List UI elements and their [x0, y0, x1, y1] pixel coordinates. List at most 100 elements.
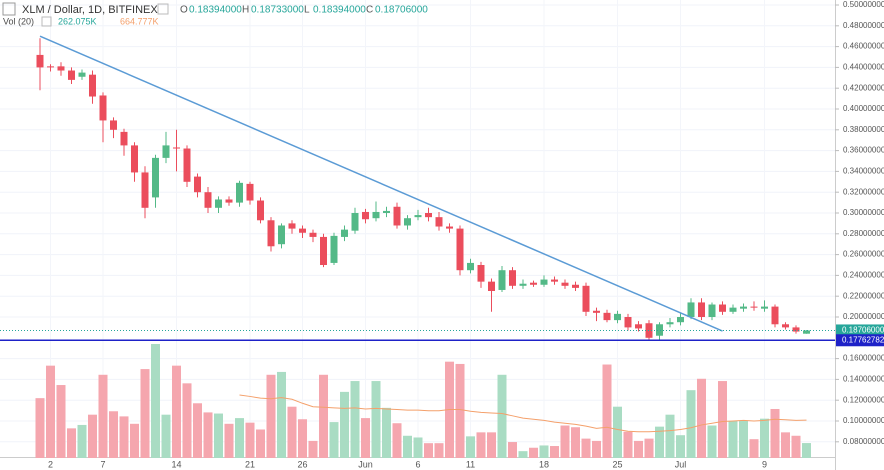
- candle-body: [498, 270, 506, 290]
- candle-body: [288, 223, 296, 229]
- volume-bar: [119, 416, 129, 458]
- volume-settings-icon[interactable]: [41, 16, 52, 27]
- volume-value: 262.075K: [58, 16, 97, 26]
- volume-bar: [644, 438, 654, 458]
- volume-bar: [214, 413, 223, 458]
- volume-bar: [539, 445, 549, 458]
- y-tick-label: 0.46000000: [843, 42, 884, 51]
- horizontal-line-box: [836, 334, 884, 347]
- volume-title: Vol (20): [3, 16, 34, 26]
- last-price-label: 0.18706000: [842, 326, 884, 335]
- candle-body: [708, 304, 716, 317]
- volume-bar: [319, 374, 328, 458]
- volume-bar: [224, 423, 234, 458]
- x-tick-label: 25: [612, 459, 622, 469]
- volume-bar: [686, 390, 696, 458]
- candle-body: [383, 210, 390, 213]
- volume-bar: [749, 439, 759, 458]
- candle-body: [593, 310, 600, 313]
- candle-body: [78, 72, 86, 77]
- y-tick-label: 0.44000000: [843, 63, 884, 72]
- legend-header: XLM / Dollar, 1D, BITFINEX O 0.18394000 H 0…: [2, 2, 428, 27]
- volume-bar: [98, 374, 108, 458]
- volume-bar: [560, 425, 570, 458]
- volume-bar: [109, 411, 118, 458]
- candle-body: [152, 157, 159, 198]
- volume-bar: [308, 440, 318, 458]
- volume-bar: [497, 374, 507, 458]
- candle-body: [425, 213, 432, 218]
- candle-body: [236, 182, 243, 203]
- volume-bar: [193, 403, 202, 458]
- candle-body: [47, 66, 54, 68]
- candle-body: [36, 54, 44, 68]
- candle-body: [635, 324, 642, 329]
- volume-bar: [88, 414, 97, 458]
- candle-layer: [36, 38, 810, 340]
- volume-bar: [781, 432, 790, 458]
- symbol-icon[interactable]: [2, 2, 16, 16]
- y-tick-label: 0.24000000: [843, 271, 884, 280]
- y-tick-label: 0.08000000: [843, 437, 884, 446]
- trendline: [39, 35, 723, 332]
- x-tick-label: 11: [466, 459, 475, 469]
- volume-bar: [392, 423, 402, 458]
- candle-body: [519, 283, 527, 286]
- volume-bar: [550, 446, 559, 458]
- y-tick-label: 0.22000000: [843, 291, 884, 300]
- x-tick-label: 6: [415, 459, 420, 469]
- volume-bar: [56, 385, 66, 458]
- volume-bar: [697, 378, 706, 458]
- candle-body: [687, 302, 695, 317]
- candle-body: [614, 313, 621, 321]
- volume-bar: [203, 412, 213, 458]
- candle-body: [299, 228, 306, 233]
- volume-bar: [739, 420, 748, 458]
- volume-bar: [277, 371, 286, 458]
- volume-bar: [403, 435, 412, 458]
- x-tick-label: 9: [762, 459, 767, 469]
- candle-body: [677, 317, 684, 323]
- candle-body: [782, 324, 789, 328]
- y-tick-label: 0.20000000: [843, 312, 884, 321]
- candle-body: [267, 220, 275, 247]
- candle-body: [761, 306, 768, 309]
- volume-bar: [571, 427, 580, 458]
- volume-bar: [529, 447, 538, 458]
- candle-body: [257, 200, 264, 221]
- horizontal-line-label: 0.17762782: [842, 335, 884, 344]
- volume-bar: [298, 419, 307, 458]
- volume-bar: [434, 443, 444, 458]
- ohlc-key: C: [366, 5, 373, 16]
- candle-body: [540, 279, 548, 285]
- candle-body: [488, 281, 495, 291]
- candle-body: [803, 330, 810, 334]
- volume-bar: [130, 423, 139, 458]
- y-tick-label: 0.50000000: [843, 0, 884, 9]
- candle-body: [330, 235, 338, 263]
- y-tick-label: 0.38000000: [843, 125, 884, 134]
- last-price-box: [836, 324, 884, 337]
- y-tick-label: 0.16000000: [843, 354, 884, 363]
- ohlc-value: 0.18394000: [313, 5, 366, 16]
- candle-body: [351, 213, 359, 231]
- volume-bar: [592, 440, 601, 458]
- candle-body: [309, 232, 317, 237]
- settings-icon[interactable]: [157, 3, 169, 15]
- candle-body: [719, 304, 726, 312]
- volume-bar: [329, 422, 339, 458]
- volume-bar: [728, 420, 738, 458]
- candle-body: [740, 306, 747, 309]
- volume-bar: [518, 451, 528, 458]
- candle-body: [750, 306, 758, 308]
- candle-body: [624, 317, 632, 328]
- candle-body: [435, 217, 443, 227]
- volume-bar: [371, 381, 381, 458]
- volume-bar: [413, 437, 423, 458]
- y-tick-label: 0.32000000: [843, 187, 884, 196]
- candle-body: [215, 199, 222, 208]
- candle-body: [582, 285, 590, 312]
- x-tick-label: 21: [245, 459, 255, 469]
- ohlc-key: H: [242, 5, 249, 16]
